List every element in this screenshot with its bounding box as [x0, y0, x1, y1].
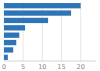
x-tick-label: 20 [77, 63, 85, 71]
bar [4, 3, 81, 8]
x-axis-line [4, 61, 96, 62]
x-tick-label: 5 [21, 63, 25, 71]
bar [4, 40, 16, 45]
bar [4, 47, 13, 52]
x-tick-label: 15 [57, 63, 65, 71]
bar [4, 10, 71, 15]
grid [4, 2, 81, 61]
x-tick-label: 10 [38, 63, 46, 71]
bars [4, 3, 81, 60]
bar [4, 33, 19, 38]
bar [4, 25, 25, 30]
x-ticks: 0 5 10 15 20 [2, 63, 85, 71]
chart-container: 0 5 10 15 20 [0, 0, 100, 71]
chart: 0 5 10 15 20 [0, 0, 100, 71]
bar [4, 18, 48, 23]
bar [4, 55, 8, 60]
grid-line [80, 2, 81, 61]
x-tick-label: 0 [2, 63, 6, 71]
